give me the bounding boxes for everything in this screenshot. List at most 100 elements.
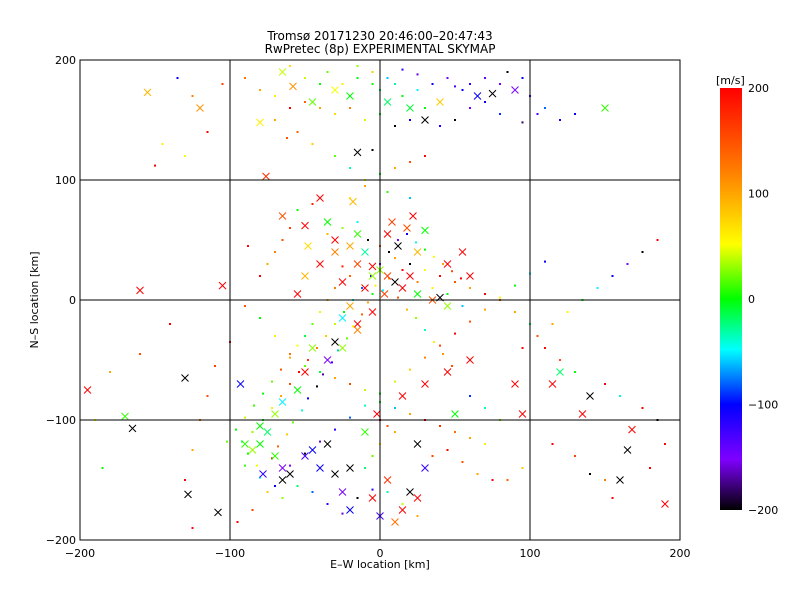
data-point-dot: [277, 445, 279, 448]
data-point-cross: [661, 500, 669, 508]
colorbar-tick-label: 0: [748, 293, 755, 306]
data-point-dot: [484, 293, 486, 295]
data-point-dot: [274, 119, 276, 121]
data-point-dot: [388, 251, 390, 253]
data-point-dot: [619, 395, 621, 397]
data-point-dot: [191, 449, 194, 451]
data-point-cross: [623, 446, 632, 454]
data-point-cross: [278, 398, 287, 406]
y-axis-label: N–S location [km]: [28, 251, 41, 348]
data-point-dot: [371, 149, 374, 151]
data-point-dot: [101, 467, 104, 469]
data-point-dot: [469, 107, 471, 109]
y-tick-label: −100: [46, 414, 76, 427]
data-point-dot: [334, 155, 336, 157]
data-point-cross: [218, 281, 227, 290]
data-point-cross: [391, 278, 399, 286]
data-point-dot: [649, 467, 651, 469]
data-point-cross: [413, 494, 422, 502]
data-point-dot: [574, 113, 576, 115]
data-point-cross: [398, 392, 407, 400]
data-point-cross: [331, 338, 339, 346]
data-point-dot: [259, 317, 261, 319]
data-point-dot: [409, 161, 411, 163]
data-point-dot: [214, 365, 216, 367]
data-point-cross: [301, 452, 309, 460]
data-point-dot: [386, 77, 389, 79]
data-point-dot: [596, 287, 599, 289]
data-point-cross: [406, 104, 414, 112]
data-point-cross: [128, 424, 137, 433]
data-point-dot: [401, 503, 404, 505]
data-point-cross: [398, 506, 407, 514]
data-point-dot: [409, 197, 411, 199]
data-point-cross: [346, 302, 354, 310]
data-point-dot: [289, 356, 291, 359]
data-point-cross: [289, 82, 297, 91]
data-point-cross: [278, 476, 287, 484]
data-point-dot: [356, 221, 359, 223]
y-tick-label: 200: [55, 54, 76, 67]
data-point-dot: [446, 293, 449, 295]
x-tick-label: 200: [670, 547, 691, 560]
data-point-cross: [248, 446, 257, 454]
data-point-dot: [266, 491, 269, 493]
data-point-cross: [361, 284, 369, 292]
data-point-dot: [656, 239, 659, 241]
data-point-dot: [286, 137, 288, 139]
data-point-dot: [316, 385, 318, 388]
data-point-dot: [346, 337, 348, 340]
data-point-cross: [413, 248, 422, 256]
data-point-dot: [289, 227, 291, 229]
data-point-dot: [469, 83, 471, 85]
data-point-dot: [311, 323, 314, 325]
data-point-cross: [346, 506, 354, 514]
data-point-cross: [331, 236, 339, 244]
data-point-dot: [319, 371, 321, 373]
data-point-cross: [391, 518, 399, 526]
data-point-dot: [416, 73, 419, 76]
data-point-dot: [316, 347, 318, 349]
data-point-dot: [271, 407, 273, 409]
data-point-dot: [247, 452, 249, 455]
data-point-dot: [394, 125, 396, 127]
data-point-cross: [331, 470, 339, 478]
data-points: [83, 65, 669, 529]
data-point-dot: [374, 284, 377, 287]
data-point-dot: [304, 101, 306, 103]
data-point-cross: [586, 392, 594, 400]
axis-ticks: −200 −100 0 100 200 −200 −100 0 100 200: [46, 54, 691, 560]
data-point-cross: [349, 197, 357, 206]
data-point-dot: [235, 428, 237, 431]
data-point-cross: [338, 344, 347, 352]
data-point-dot: [446, 77, 449, 79]
data-point-cross: [443, 302, 452, 310]
data-point-cross: [278, 464, 287, 472]
data-point-dot: [322, 373, 324, 376]
data-point-cross: [346, 464, 354, 472]
data-point-cross: [316, 194, 324, 202]
data-point-dot: [484, 101, 486, 103]
data-point-dot: [521, 77, 524, 79]
data-point-dot: [454, 281, 456, 283]
data-point-dot: [604, 383, 606, 385]
data-point-dot: [361, 313, 363, 316]
data-point-dot: [521, 347, 524, 349]
data-point-dot: [431, 455, 434, 457]
data-point-dot: [433, 255, 435, 258]
data-point-cross: [398, 284, 407, 292]
data-point-dot: [371, 488, 374, 491]
data-point-dot: [611, 497, 614, 499]
data-point-dot: [337, 349, 339, 352]
data-point-dot: [394, 431, 396, 433]
data-point-dot: [484, 407, 486, 409]
data-point-cross: [278, 68, 287, 76]
data-point-dot: [469, 395, 471, 397]
data-point-dot: [626, 263, 629, 265]
data-point-cross: [338, 278, 347, 286]
data-point-dot: [289, 65, 291, 67]
data-point-dot: [506, 479, 509, 481]
data-point-cross: [451, 410, 459, 418]
data-point-dot: [281, 239, 284, 241]
